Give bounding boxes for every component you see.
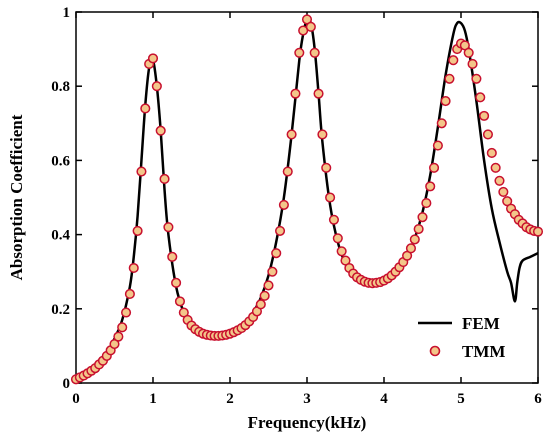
y-axis-label: Absorption Coefficient — [7, 114, 26, 280]
tmm-point — [275, 225, 286, 236]
tmm-point — [444, 73, 455, 84]
tmm-point — [305, 21, 316, 32]
series-layer — [70, 14, 544, 385]
tmm-point — [171, 277, 182, 288]
tmm-point — [417, 212, 428, 223]
tmm-point — [124, 288, 135, 300]
tmm-point — [498, 186, 509, 197]
tmm-point — [494, 175, 505, 186]
tmm-point — [121, 307, 132, 318]
tmm-point — [282, 166, 293, 177]
tmm-point — [332, 233, 343, 244]
tmm-point — [159, 173, 170, 184]
legend-tmm-label: TMM — [462, 342, 505, 361]
tmm-point — [151, 81, 162, 92]
tmm-point — [167, 251, 178, 262]
tmm-point — [328, 214, 340, 225]
tmm-point — [128, 262, 139, 274]
tmm-point — [309, 47, 320, 58]
x-tick-label: 6 — [534, 391, 542, 407]
tmm-point — [117, 322, 128, 333]
tmm-point — [147, 53, 159, 64]
tmm-point — [259, 290, 270, 301]
tmm-point — [313, 88, 324, 99]
tmm-point — [448, 55, 459, 66]
y-tick-label: 0 — [63, 376, 71, 392]
x-tick-label: 1 — [149, 391, 157, 407]
tmm-point — [479, 110, 490, 121]
y-tick-label: 1 — [63, 5, 71, 21]
tmm-point — [155, 125, 166, 136]
tmm-point — [163, 222, 174, 233]
x-tick-label: 4 — [380, 391, 388, 407]
tmm-point — [409, 234, 420, 245]
tmm-point — [286, 129, 297, 140]
x-tick-label: 3 — [303, 391, 311, 407]
tmm-point — [405, 243, 417, 254]
legend-fem-label: FEM — [462, 314, 500, 333]
legend-tmm-swatch — [429, 345, 441, 357]
tmm-point — [429, 162, 440, 173]
y-tick-label: 0.8 — [51, 79, 70, 95]
axis-ticks: 0 1 2 3 4 5 6 0 0.2 0.4 0.6 0.8 1 — [51, 5, 542, 407]
tmm-point — [290, 88, 301, 99]
tmm-point — [490, 162, 501, 173]
x-tick-label: 2 — [226, 391, 234, 407]
x-tick-label: 5 — [457, 391, 465, 407]
tmm-point — [140, 103, 151, 114]
tmm-point — [271, 248, 282, 259]
tmm-point — [413, 223, 424, 235]
tmm-point — [467, 58, 478, 69]
tmm-point — [174, 296, 185, 307]
tmm-point — [325, 192, 336, 203]
tmm-point — [136, 166, 147, 177]
tmm-point — [486, 147, 497, 159]
tmm-point — [475, 92, 486, 103]
legend: FEM TMM — [418, 314, 505, 361]
tmm-point — [278, 199, 289, 210]
tmm-point — [440, 95, 451, 107]
y-tick-label: 0.2 — [51, 302, 70, 318]
tmm-point — [436, 118, 447, 129]
y-tick-label: 0.6 — [51, 153, 70, 169]
y-tick-label: 0.4 — [51, 228, 70, 244]
x-axis-label: Frequency(kHz) — [248, 413, 367, 432]
tmm-point — [463, 47, 474, 58]
tmm-point — [336, 246, 347, 257]
x-tick-label: 0 — [72, 391, 80, 407]
tmm-point — [255, 299, 266, 310]
tmm-point — [317, 129, 328, 140]
tmm-point — [321, 162, 332, 173]
tmm-point — [132, 225, 143, 236]
tmm-point — [267, 266, 278, 277]
tmm-point — [532, 226, 544, 237]
tmm-point — [432, 140, 443, 151]
tmm-point — [421, 198, 432, 209]
tmm-point — [482, 129, 494, 140]
tmm-point — [294, 47, 305, 58]
tmm-point — [263, 280, 274, 291]
tmm-point — [471, 73, 482, 84]
tmm-point — [113, 331, 124, 342]
tmm-point — [425, 181, 436, 192]
